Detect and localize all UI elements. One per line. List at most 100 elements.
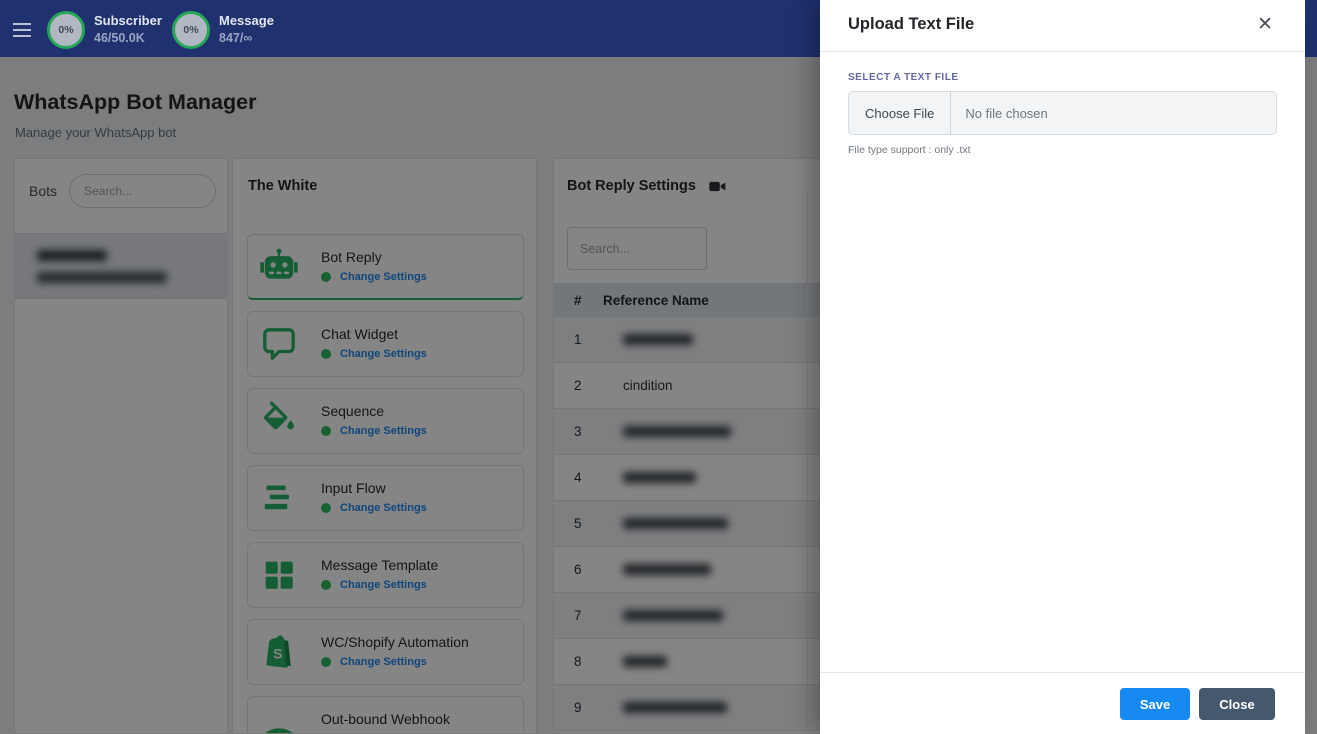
subscriber-stat: 0% Subscriber 46/50.0K — [47, 11, 162, 49]
file-type-helper-text: File type support : only .txt — [848, 144, 971, 156]
module-title: Bot Reply — [321, 249, 382, 265]
redacted-reference-name — [623, 334, 693, 345]
change-settings-link[interactable]: Change Settings — [340, 271, 427, 283]
modal-header: Upload Text File ✕ — [820, 0, 1305, 52]
module-card-out-bound-webhook[interactable]: Out-bound WebhookChange Settings — [247, 696, 524, 733]
grid-icon — [259, 555, 299, 595]
module-card-message-template[interactable]: Message Template Change Settings — [247, 542, 524, 608]
modal-body: SELECT A TEXT FILE Choose File No file c… — [820, 52, 1305, 176]
redacted-reference-name — [623, 518, 728, 529]
bot-list-item[interactable] — [15, 233, 227, 299]
column-header-reference-name: Reference Name — [603, 292, 709, 308]
status-dot-icon — [321, 426, 331, 436]
module-card-sequence[interactable]: Sequence Change Settings — [247, 388, 524, 454]
file-status-text: No file chosen — [965, 105, 1048, 121]
module-status: Change Settings — [321, 656, 427, 668]
status-dot-icon — [321, 272, 331, 282]
message-percent: 0% — [183, 24, 199, 36]
redacted-reference-name — [623, 702, 727, 713]
bots-panel-title: Bots — [29, 183, 58, 199]
subscriber-label: Subscriber — [94, 13, 162, 28]
video-camera-icon[interactable] — [709, 180, 726, 193]
lines-icon — [259, 478, 299, 518]
file-input[interactable]: Choose File No file chosen — [848, 91, 1277, 135]
change-settings-link[interactable]: Change Settings — [340, 579, 427, 591]
module-title: Out-bound Webhook — [321, 711, 450, 727]
module-status: Change Settings — [321, 271, 427, 283]
hamburger-menu-icon[interactable] — [13, 23, 31, 41]
page-title: WhatsApp Bot Manager — [14, 90, 257, 114]
redacted-reference-name — [623, 656, 667, 667]
module-status: Change Settings — [321, 348, 427, 360]
module-title: WC/Shopify Automation — [321, 634, 469, 650]
shopify-bag-icon: S — [259, 632, 299, 672]
close-icon[interactable]: ✕ — [1257, 14, 1273, 35]
message-progress-circle: 0% — [172, 11, 210, 49]
redacted-reference-name — [623, 426, 731, 437]
change-settings-link[interactable]: Change Settings — [340, 502, 427, 514]
redacted-reference-name — [623, 564, 711, 575]
status-dot-icon — [321, 349, 331, 359]
subscriber-percent: 0% — [58, 24, 74, 36]
chat-bubble-icon — [259, 324, 299, 364]
row-number: 3 — [574, 424, 582, 439]
message-value: 847/∞ — [219, 31, 253, 45]
file-input-label: SELECT A TEXT FILE — [848, 72, 959, 83]
row-number: 2 — [574, 378, 582, 393]
message-stat: 0% Message 847/∞ — [172, 11, 274, 49]
reference-name: cindition — [623, 378, 673, 393]
settings-panel-header: Bot Reply Settings — [567, 178, 726, 194]
upload-text-file-modal: Upload Text File ✕ SELECT A TEXT FILE Ch… — [820, 0, 1305, 734]
module-card-bot-reply[interactable]: Bot Reply Change Settings — [247, 234, 524, 300]
change-settings-link[interactable]: Change Settings — [340, 425, 427, 437]
row-number: 6 — [574, 562, 582, 577]
module-status: Change Settings — [321, 502, 427, 514]
table-column-divider — [807, 193, 808, 733]
page-subtitle: Manage your WhatsApp bot — [15, 125, 177, 140]
paint-bucket-icon — [259, 401, 299, 441]
module-title: Message Template — [321, 557, 439, 573]
status-dot-icon — [321, 657, 331, 667]
change-settings-link[interactable]: Change Settings — [340, 348, 427, 360]
row-number: 5 — [574, 516, 582, 531]
column-header-number: # — [574, 292, 582, 308]
robot-icon — [259, 247, 299, 287]
settings-search-input[interactable] — [567, 227, 707, 270]
modules-list: Bot Reply Change Settings Chat Widget Chang… — [247, 234, 524, 733]
row-number: 8 — [574, 654, 582, 669]
modules-panel-title: The White — [248, 178, 318, 194]
choose-file-button[interactable]: Choose File — [849, 92, 952, 134]
module-title: Sequence — [321, 403, 385, 419]
message-label: Message — [219, 13, 274, 28]
subscriber-value: 46/50.0K — [94, 31, 145, 45]
row-number: 1 — [574, 332, 582, 347]
row-number: 9 — [574, 700, 582, 715]
modal-footer: Save Close — [820, 672, 1305, 734]
redacted-reference-name — [623, 472, 696, 483]
module-card-input-flow[interactable]: Input Flow Change Settings — [247, 465, 524, 531]
close-button[interactable]: Close — [1199, 688, 1275, 720]
webhook-arcs-icon — [259, 709, 299, 733]
module-status: Change Settings — [321, 579, 427, 591]
module-status: Change Settings — [321, 425, 427, 437]
status-dot-icon — [321, 503, 331, 513]
change-settings-link[interactable]: Change Settings — [340, 656, 427, 668]
save-button[interactable]: Save — [1120, 688, 1190, 720]
subscriber-progress-circle: 0% — [47, 11, 85, 49]
module-title: Chat Widget — [321, 326, 399, 342]
module-title: Input Flow — [321, 480, 386, 496]
modules-panel: The White Bot Reply Change Settings Chat W… — [232, 158, 537, 734]
bots-search-input[interactable] — [69, 174, 216, 208]
module-card-chat-widget[interactable]: Chat Widget Change Settings — [247, 311, 524, 377]
modal-title: Upload Text File — [848, 15, 975, 33]
status-dot-icon — [321, 580, 331, 590]
svg-text:S: S — [273, 646, 282, 662]
row-number: 7 — [574, 608, 582, 623]
redacted-bot-name — [37, 250, 107, 261]
redacted-bot-phone — [37, 272, 167, 283]
settings-panel-title: Bot Reply Settings — [567, 178, 696, 194]
module-card-wc-shopify-automation[interactable]: S WC/Shopify Automation Change Settings — [247, 619, 524, 685]
bots-panel: Bots — [14, 158, 228, 734]
row-number: 4 — [574, 470, 582, 485]
